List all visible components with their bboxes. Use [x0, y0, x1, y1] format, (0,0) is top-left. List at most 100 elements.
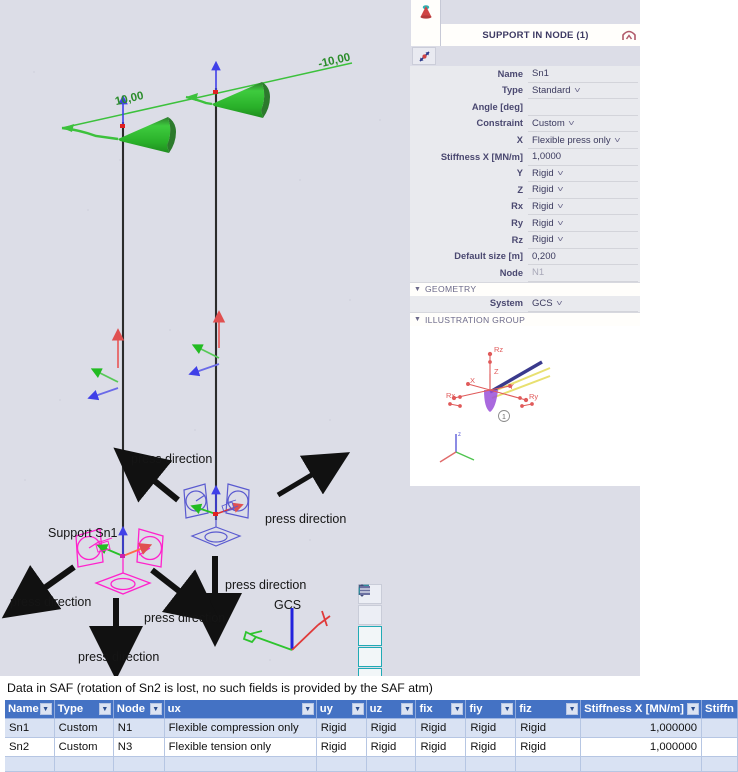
viewport-snap-toolbar[interactable] [358, 584, 382, 676]
table-cell[interactable]: Sn1 [5, 718, 55, 738]
stiffness-x-field[interactable]: 1,0000 [528, 149, 638, 166]
property-row-system: System GCS ˅ [410, 296, 640, 313]
type-select[interactable]: Standard ˅ [528, 83, 638, 100]
geometry-section-header[interactable]: ▼ GEOMETRY [410, 281, 640, 296]
table-cell[interactable]: Rigid [465, 737, 517, 757]
chevron-down-icon: ˅ [573, 85, 581, 95]
illustration-group-section-header[interactable]: ▼ ILLUSTRATION GROUP [410, 312, 640, 327]
filter-dropdown-icon[interactable]: ▼ [687, 703, 700, 715]
column-header-node[interactable]: Node ▼ [113, 700, 165, 719]
filter-dropdown-icon[interactable]: ▼ [149, 703, 162, 715]
table-cell[interactable]: Rigid [415, 718, 467, 738]
snap-grid-icon[interactable] [358, 586, 382, 676]
table-cell[interactable]: Rigid [366, 718, 417, 738]
rx-constraint-select[interactable]: Rigid ˅ [528, 199, 638, 216]
z-constraint-value: Rigid [532, 184, 554, 196]
column-header-ux[interactable]: ux ▼ [164, 700, 317, 719]
column-header-stiffness-x-mn-m[interactable]: Stiffness X [MN/m] ▼ [580, 700, 703, 719]
table-cell[interactable] [366, 756, 417, 772]
rz-constraint-select[interactable]: Rigid ˅ [528, 232, 638, 249]
table-cell[interactable]: Rigid [415, 737, 467, 757]
default-size-field[interactable]: 0,200 [528, 249, 638, 266]
right-white-gutter [640, 0, 738, 676]
table-cell[interactable]: Rigid [366, 737, 417, 757]
model-viewport[interactable]: 10,00 -10,00 Support Sn1 press direction… [0, 0, 410, 676]
chevron-down-icon: ˅ [556, 235, 564, 245]
table-cell[interactable] [113, 756, 165, 772]
table-row-empty[interactable] [5, 756, 738, 772]
pin-arch-icon[interactable] [618, 29, 640, 41]
property-row-x: X Flexible press only ˅ [410, 132, 640, 149]
properties-panel[interactable]: SUPPORT IN NODE (1) Name Sn1 Type Standa [410, 0, 640, 676]
table-cell[interactable]: Flexible compression only [164, 718, 317, 738]
table-cell[interactable]: Rigid [515, 718, 582, 738]
z-constraint-select[interactable]: Rigid ˅ [528, 182, 638, 199]
axis-arrow-icon[interactable] [412, 47, 436, 65]
property-label: Y [516, 168, 523, 179]
geometry-section-title: GEOMETRY [424, 284, 477, 295]
table-cell[interactable]: Rigid [316, 718, 367, 738]
filter-dropdown-icon[interactable]: ▼ [98, 703, 111, 715]
table-cell[interactable] [465, 756, 517, 772]
saf-caption: Data in SAF (rotation of Sn2 is lost, no… [0, 676, 738, 700]
y-constraint-value: Rigid [532, 167, 554, 179]
table-cell[interactable]: Flexible tension only [164, 737, 317, 757]
column-header-fix[interactable]: fix ▼ [415, 700, 467, 719]
table-cell[interactable]: 1,000000 [580, 718, 703, 738]
table-cell[interactable] [5, 756, 55, 772]
name-field[interactable]: Sn1 [528, 66, 638, 83]
table-cell[interactable] [580, 756, 703, 772]
column-header-fiy[interactable]: fiy ▼ [465, 700, 517, 719]
snap-distance-icon[interactable] [358, 584, 382, 667]
filter-dropdown-icon[interactable]: ▼ [39, 703, 52, 715]
table-cell[interactable] [54, 756, 114, 772]
y-constraint-select[interactable]: Rigid ˅ [528, 166, 638, 183]
column-header-type[interactable]: Type ▼ [54, 700, 114, 719]
constraint-select[interactable]: Custom ˅ [528, 116, 638, 133]
property-row-z: Z Rigid ˅ [410, 182, 640, 199]
column-header-fiz[interactable]: fiz ▼ [515, 700, 582, 719]
angle-field[interactable] [528, 99, 638, 116]
table-cell[interactable] [316, 756, 367, 772]
table-cell[interactable]: Custom [54, 737, 114, 757]
table-cell[interactable] [415, 756, 467, 772]
svg-text:Rz: Rz [494, 345, 503, 354]
column-header-name[interactable]: Name ▼ [5, 700, 55, 719]
property-label: Stiffness X [MN/m] [440, 151, 523, 162]
table-cell[interactable]: 1,000000 [580, 737, 703, 757]
snap-midpoint-icon[interactable] [358, 584, 382, 625]
table-cell[interactable]: Rigid [316, 737, 367, 757]
x-constraint-select[interactable]: Flexible press only ˅ [528, 132, 638, 149]
system-select[interactable]: GCS ˅ [528, 296, 638, 313]
table-cell[interactable]: N3 [113, 737, 165, 757]
property-row-ry: Ry Rigid ˅ [410, 215, 640, 232]
table-cell[interactable]: Sn2 [5, 737, 55, 757]
column-header-uz[interactable]: uz ▼ [366, 700, 417, 719]
table-cell[interactable]: N1 [113, 718, 165, 738]
filter-dropdown-icon[interactable]: ▼ [501, 703, 514, 715]
snap-node-icon[interactable] [358, 585, 382, 646]
filter-dropdown-icon[interactable]: ▼ [451, 703, 464, 715]
table-row[interactable]: Sn2 Custom N3 Flexible tension only Rigid Rig… [5, 737, 738, 757]
node-field: N1 [528, 265, 638, 282]
table-cell[interactable] [701, 718, 738, 738]
table-cell[interactable] [164, 756, 317, 772]
filter-dropdown-icon[interactable]: ▼ [301, 703, 314, 715]
filter-dropdown-icon[interactable]: ▼ [351, 703, 364, 715]
saf-table-wrapper[interactable]: Name ▼ Type ▼ Node ▼ ux ▼ uy ▼ uz ▼ fix ▼ fiy ▼ fiz ▼ Stif… [5, 700, 738, 772]
table-cell[interactable] [701, 737, 738, 757]
column-header-stiffn[interactable]: Stiffn [701, 700, 738, 719]
table-cell[interactable] [701, 756, 738, 772]
table-cell[interactable]: Custom [54, 718, 114, 738]
illustration-group-section-title: ILLUSTRATION GROUP [424, 314, 526, 325]
column-header-uy[interactable]: uy ▼ [316, 700, 367, 719]
table-cell[interactable]: Rigid [465, 718, 517, 738]
support-properties-tab[interactable] [411, 0, 441, 46]
table-cell[interactable] [515, 756, 582, 772]
ry-constraint-select[interactable]: Rigid ˅ [528, 215, 638, 232]
filter-dropdown-icon[interactable]: ▼ [401, 703, 414, 715]
column-header-label: fix [419, 702, 433, 715]
table-cell[interactable]: Rigid [515, 737, 582, 757]
table-row[interactable]: Sn1 Custom N1 Flexible compression only Rigi… [5, 718, 738, 738]
filter-dropdown-icon[interactable]: ▼ [566, 703, 579, 715]
